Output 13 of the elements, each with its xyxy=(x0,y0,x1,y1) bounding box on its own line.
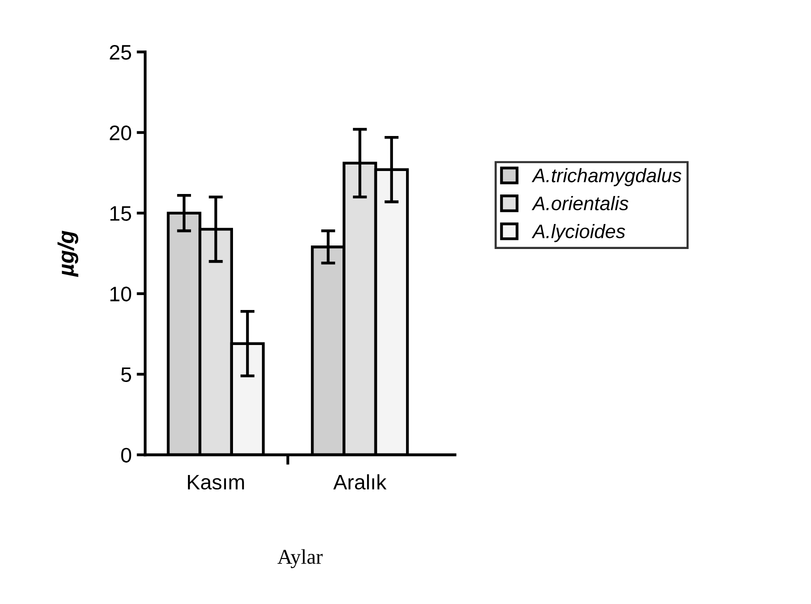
y-tick-label: 15 xyxy=(110,206,132,221)
y-tick-label: 25 xyxy=(110,44,132,60)
y-tick-label: 20 xyxy=(110,126,132,140)
y-tick-label: 5 xyxy=(121,367,132,382)
x-axis-title: Aylar xyxy=(278,549,323,568)
y-tick-label: 10 xyxy=(110,286,132,302)
legend-label: A.trichamygdalus xyxy=(532,168,682,186)
x-tick-label: Aralık xyxy=(333,474,387,490)
y-axis-title: µg/g xyxy=(58,230,78,277)
legend-label: A.orientalis xyxy=(532,196,628,210)
legend-label: A.lycioides xyxy=(532,224,626,242)
y-tick-label: 0 xyxy=(121,448,132,463)
x-tick-label: Kasım xyxy=(188,475,244,490)
